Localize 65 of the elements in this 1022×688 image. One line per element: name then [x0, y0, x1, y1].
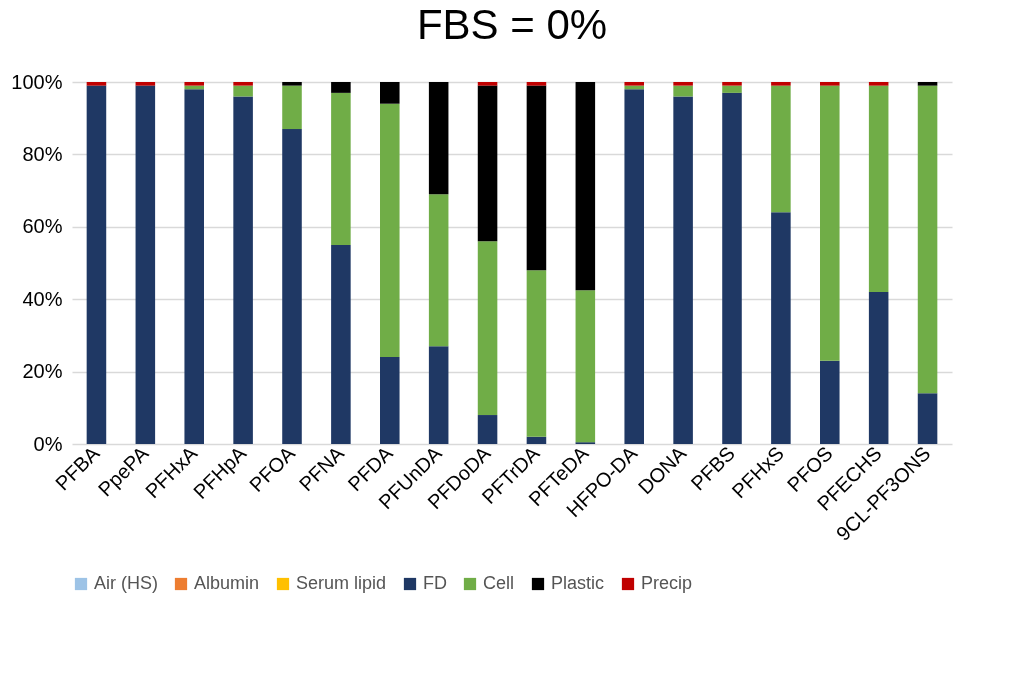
legend-label: Cell [483, 573, 515, 593]
bar [526, 85, 547, 271]
bar [477, 82, 498, 86]
bar [868, 82, 889, 86]
bar [771, 85, 791, 213]
y-tick-label: 20% [22, 360, 63, 383]
bar [380, 82, 400, 104]
bar [673, 82, 693, 86]
bar [428, 82, 449, 195]
bar [673, 96, 693, 444]
bar [233, 82, 253, 86]
bar [722, 82, 742, 86]
legend-label: Albumin [194, 573, 260, 593]
bar [820, 82, 840, 86]
bar [624, 82, 644, 86]
bar [282, 129, 302, 444]
chart-title: FBS = 0% [416, 1, 608, 48]
bar [868, 85, 889, 292]
bar [526, 436, 547, 444]
bar [135, 82, 156, 86]
bar [331, 244, 351, 444]
bar [917, 82, 938, 86]
bar [917, 393, 938, 444]
bar [477, 415, 498, 444]
bar [428, 194, 449, 347]
bar [428, 346, 449, 444]
legend-label: Serum lipid [296, 573, 387, 593]
bar [771, 212, 791, 444]
bar [184, 89, 204, 444]
legend-label: FD [423, 573, 447, 593]
bar [868, 291, 889, 444]
bar [135, 85, 156, 444]
y-tick-label: 60% [22, 215, 63, 238]
bar [820, 360, 840, 444]
bar [771, 82, 791, 86]
y-tick-label: 100% [11, 70, 63, 93]
y-tick-label: 0% [33, 432, 63, 455]
bar [575, 82, 596, 291]
bar [575, 290, 596, 443]
bar [722, 85, 742, 93]
legend-label: Precip [641, 573, 693, 593]
y-tick-label: 40% [22, 287, 63, 310]
bar [380, 103, 400, 358]
legend-label: Plastic [551, 573, 605, 593]
legend-label: Air (HS) [94, 573, 158, 593]
bar [624, 89, 644, 444]
y-tick-label: 80% [22, 142, 63, 165]
bar [673, 85, 693, 97]
bar [820, 85, 840, 361]
bar [380, 357, 400, 444]
bar [233, 96, 253, 444]
bar [282, 82, 302, 86]
bar [722, 92, 742, 444]
bar [331, 92, 351, 245]
bar [526, 82, 547, 86]
bar [477, 241, 498, 416]
bar [526, 270, 547, 437]
bar [477, 85, 498, 242]
bar [282, 85, 302, 130]
bar [86, 85, 107, 444]
bar [917, 85, 938, 394]
bar [86, 82, 107, 86]
bar [233, 85, 253, 97]
bar [184, 82, 204, 86]
bar [331, 82, 351, 93]
